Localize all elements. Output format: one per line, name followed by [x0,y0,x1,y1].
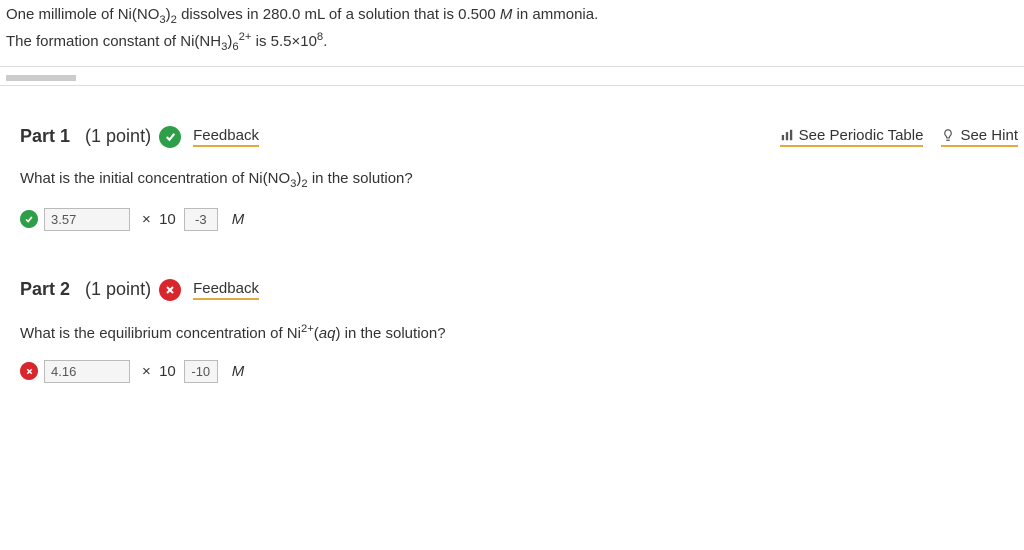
part2-header: Part 2 (1 point) Feedback [20,279,1018,301]
part1-label-bold: Part 1 [20,126,70,146]
text: What is the initial concentration of Ni(… [20,170,290,187]
part1-title: Part 1 (1 point) [20,126,151,147]
text: in the solution? [308,170,413,187]
hint-label: See Hint [960,127,1018,144]
part1-value-input[interactable]: 3.57 [44,208,130,231]
part1-label-rest: (1 point) [70,126,151,146]
see-hint-link[interactable]: See Hint [941,127,1018,147]
part2-title: Part 2 (1 point) [20,279,151,300]
part1-exponent-input[interactable]: -3 [184,208,218,231]
feedback-link[interactable]: Feedback [193,280,259,300]
part2-label-bold: Part 2 [20,279,70,299]
text-ital: M [500,6,517,23]
x-icon [159,279,181,301]
bar-chart-icon [780,128,794,142]
text: ) in the solution? [335,325,445,342]
x-icon [20,362,38,380]
text: The formation constant of Ni(NH [6,33,221,50]
right-links: See Periodic Table See Hint [780,127,1018,147]
intro-line-2: The formation constant of Ni(NH3)62+ is … [6,29,1018,56]
text: in ammonia. [517,6,599,23]
text: is 5.5×10 [251,33,316,50]
lightbulb-icon [941,128,955,142]
part1-unit: M [232,211,245,228]
periodic-table-link[interactable]: See Periodic Table [780,127,924,147]
times-ten: × 10 [142,363,176,380]
text: . [323,33,327,50]
text: What is the equilibrium concentration of… [20,325,301,342]
text: One millimole of Ni(NO [6,6,159,23]
text-ital: aq [319,325,336,342]
sup: 2+ [239,31,252,43]
intro-line-1: One millimole of Ni(NO3)2 dissolves in 2… [6,4,1018,29]
part2-exponent-input[interactable]: -10 [184,360,218,383]
part2-unit: M [232,363,245,380]
progress-bar-area [0,66,1024,86]
part1-question: What is the initial concentration of Ni(… [20,170,1018,190]
progress-stub [6,75,76,81]
periodic-label: See Periodic Table [799,127,924,144]
times-ten: × 10 [142,211,176,228]
part2-value-input[interactable]: 4.16 [44,360,130,383]
feedback-link[interactable]: Feedback [193,127,259,147]
text: dissolves in 280.0 mL of a solution that… [177,6,500,23]
part1-answer-row: 3.57 × 10 -3 M [20,208,1018,231]
part2-answer-row: 4.16 × 10 -10 M [20,360,1018,383]
check-icon [159,126,181,148]
part1-header: Part 1 (1 point) Feedback See Periodic T… [20,126,1018,148]
sup: 2+ [301,323,314,335]
part2-label-rest: (1 point) [70,279,151,299]
part2-question: What is the equilibrium concentration of… [20,323,1018,342]
check-icon [20,210,38,228]
problem-intro: One millimole of Ni(NO3)2 dissolves in 2… [0,0,1024,66]
